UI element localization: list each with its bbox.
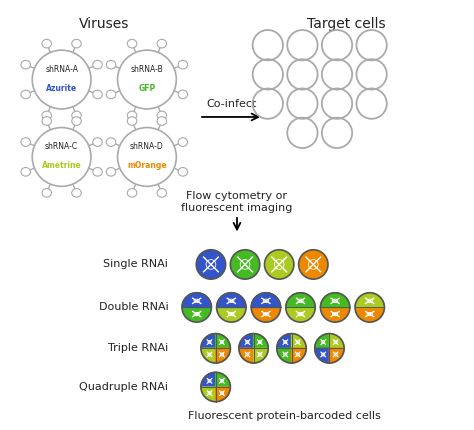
Polygon shape: [315, 334, 329, 348]
Polygon shape: [292, 348, 306, 363]
Circle shape: [72, 111, 81, 120]
Text: Double RNAi: Double RNAi: [99, 302, 168, 313]
Circle shape: [72, 117, 81, 125]
Polygon shape: [254, 348, 268, 363]
Polygon shape: [239, 334, 254, 348]
Polygon shape: [182, 293, 211, 307]
Polygon shape: [329, 348, 344, 363]
Text: shRNA-C: shRNA-C: [45, 142, 78, 151]
Text: shRNA-D: shRNA-D: [130, 142, 164, 151]
Polygon shape: [216, 348, 230, 363]
Ellipse shape: [118, 50, 176, 109]
Text: Triple RNAi: Triple RNAi: [108, 343, 168, 353]
Circle shape: [178, 168, 188, 176]
Circle shape: [178, 60, 188, 69]
Polygon shape: [277, 334, 292, 348]
Circle shape: [106, 90, 116, 99]
Ellipse shape: [299, 250, 328, 279]
Text: Azurite: Azurite: [46, 84, 77, 93]
Circle shape: [21, 138, 30, 146]
Polygon shape: [239, 348, 254, 363]
Text: Flow cytometry or
fluorescent imaging: Flow cytometry or fluorescent imaging: [182, 191, 292, 213]
Polygon shape: [277, 348, 292, 363]
Polygon shape: [201, 348, 216, 363]
Circle shape: [21, 60, 30, 69]
Polygon shape: [251, 293, 281, 307]
Text: Single RNAi: Single RNAi: [103, 259, 168, 270]
Text: shRNA-A: shRNA-A: [45, 65, 78, 74]
Circle shape: [106, 60, 116, 69]
Circle shape: [72, 189, 81, 197]
Polygon shape: [201, 334, 216, 348]
Ellipse shape: [230, 250, 260, 279]
Polygon shape: [292, 334, 306, 348]
Circle shape: [93, 90, 102, 99]
Circle shape: [21, 168, 30, 176]
Ellipse shape: [182, 293, 211, 322]
Polygon shape: [315, 348, 329, 363]
Circle shape: [42, 189, 52, 197]
Polygon shape: [216, 334, 230, 348]
Circle shape: [128, 117, 137, 125]
Text: Target cells: Target cells: [307, 17, 385, 31]
Circle shape: [42, 39, 52, 48]
Circle shape: [157, 189, 166, 197]
Polygon shape: [201, 372, 216, 387]
Circle shape: [157, 111, 166, 120]
Polygon shape: [201, 387, 216, 402]
Ellipse shape: [251, 293, 281, 322]
Text: Fluorescent protein-barcoded cells: Fluorescent protein-barcoded cells: [188, 411, 381, 421]
Ellipse shape: [355, 293, 384, 322]
Text: Quadruple RNAi: Quadruple RNAi: [79, 382, 168, 392]
Circle shape: [93, 138, 102, 146]
Polygon shape: [216, 387, 230, 402]
Text: GFP: GFP: [138, 84, 155, 93]
Ellipse shape: [286, 293, 315, 322]
Ellipse shape: [196, 250, 226, 279]
Circle shape: [93, 168, 102, 176]
Ellipse shape: [217, 293, 246, 322]
Circle shape: [106, 168, 116, 176]
Text: Ametrine: Ametrine: [42, 161, 82, 170]
Ellipse shape: [32, 50, 91, 109]
Circle shape: [128, 111, 137, 120]
Circle shape: [178, 138, 188, 146]
Ellipse shape: [118, 128, 176, 186]
Circle shape: [128, 39, 137, 48]
Circle shape: [178, 90, 188, 99]
Ellipse shape: [32, 128, 91, 186]
Circle shape: [157, 117, 166, 125]
Text: Co-infect: Co-infect: [206, 99, 256, 109]
Circle shape: [42, 117, 52, 125]
Circle shape: [157, 39, 166, 48]
Text: Viruses: Viruses: [79, 17, 129, 31]
Polygon shape: [329, 334, 344, 348]
Circle shape: [93, 60, 102, 69]
Text: shRNA-B: shRNA-B: [130, 65, 164, 74]
Circle shape: [106, 138, 116, 146]
Ellipse shape: [320, 293, 350, 322]
Polygon shape: [254, 334, 268, 348]
Polygon shape: [286, 293, 315, 307]
Circle shape: [21, 90, 30, 99]
Ellipse shape: [264, 250, 294, 279]
Circle shape: [128, 189, 137, 197]
Polygon shape: [355, 293, 384, 307]
Polygon shape: [217, 293, 246, 307]
Polygon shape: [320, 293, 350, 307]
Text: mOrange: mOrange: [127, 161, 167, 170]
Circle shape: [42, 111, 52, 120]
Circle shape: [72, 39, 81, 48]
Polygon shape: [216, 372, 230, 387]
